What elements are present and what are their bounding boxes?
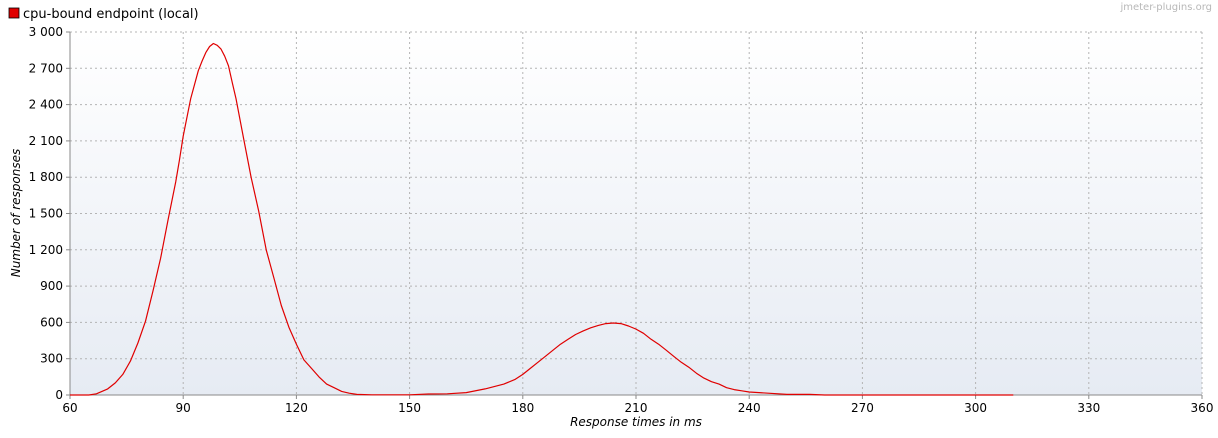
x-tick-label: 360: [1191, 401, 1214, 415]
axes: 60 90 120 150 180 210 240 270 300 330 360 0 300 600 90…: [29, 25, 1214, 415]
y-tick-label: 1 800: [29, 170, 63, 184]
grid-lines: [70, 31, 1203, 395]
y-tick-label: 2 100: [29, 134, 63, 148]
legend-swatch: [8, 7, 20, 19]
x-tick-label: 150: [398, 401, 421, 415]
y-tick-label: 900: [40, 279, 63, 293]
series-line: [70, 42, 1014, 396]
legend: cpu-bound endpoint (local): [8, 7, 199, 22]
y-tick-label: 0: [55, 388, 63, 402]
y-tick-label: 1 200: [29, 243, 63, 257]
x-tick-label: 240: [738, 401, 761, 415]
x-axis-title: Response times in ms: [570, 415, 702, 429]
x-tick-label: 180: [511, 401, 534, 415]
legend-label: cpu-bound endpoint (local): [23, 7, 199, 22]
y-tick-label: 2 400: [29, 98, 63, 112]
y-tick-label: 3 000: [29, 25, 63, 39]
y-tick-label: 600: [40, 315, 63, 329]
watermark: jmeter-plugins.org: [1119, 2, 1212, 13]
x-tick-label: 90: [176, 401, 191, 415]
series-layer: [70, 42, 1014, 396]
y-tick-label: 1 500: [29, 207, 63, 221]
x-tick-label: 210: [625, 401, 648, 415]
y-axis-title: Number of responses: [9, 149, 23, 277]
y-tick-label: 2 700: [29, 61, 63, 75]
x-tick-label: 270: [851, 401, 874, 415]
x-tick-label: 300: [964, 401, 987, 415]
x-tick-label: 60: [62, 401, 77, 415]
x-tick-label: 330: [1077, 401, 1100, 415]
x-tick-label: 120: [285, 401, 308, 415]
y-tick-label: 300: [40, 352, 63, 366]
